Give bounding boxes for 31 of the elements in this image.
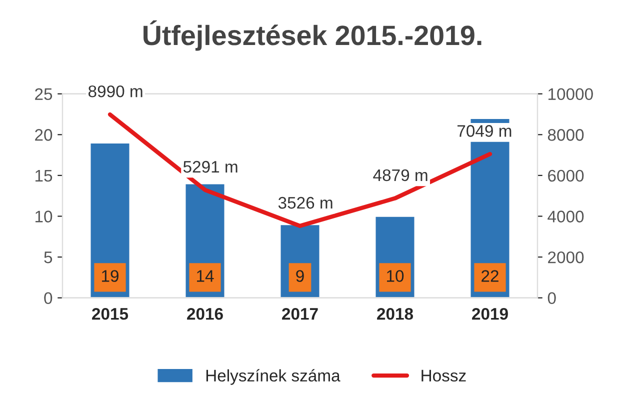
y-tick-label: 25 bbox=[35, 88, 52, 100]
y2-tick-label: 6000 bbox=[548, 170, 584, 182]
data-label: 22 bbox=[482, 270, 498, 282]
y-tick-label: 20 bbox=[35, 129, 52, 141]
data-label: 19 bbox=[102, 270, 118, 282]
x-tick-label: 2015 bbox=[92, 308, 128, 320]
legend-label: Hossz bbox=[422, 370, 466, 382]
data-label: 3526 m bbox=[278, 196, 332, 209]
data-label: 9 bbox=[296, 270, 304, 282]
y2-tick-label: 10000 bbox=[548, 88, 593, 100]
data-label: 10 bbox=[387, 270, 404, 282]
y2-tick-label: 0 bbox=[548, 292, 556, 304]
chart-title: Útfejlesztések 2015.-2019. bbox=[144, 20, 482, 51]
data-label: 14 bbox=[197, 270, 214, 282]
x-tick-label: 2019 bbox=[472, 308, 508, 320]
y-tick-label: 10 bbox=[36, 210, 52, 222]
y2-tick-label: 4000 bbox=[548, 210, 584, 222]
data-label: 7049 m bbox=[458, 125, 512, 137]
data-label: 4879 m bbox=[373, 169, 428, 182]
x-tick-label: 2016 bbox=[187, 308, 223, 320]
y-tick-label: 5 bbox=[44, 252, 52, 264]
legend-label: Helyszínek száma bbox=[206, 369, 340, 385]
y-tick-label: 0 bbox=[44, 292, 52, 304]
y2-tick-label: 2000 bbox=[548, 251, 584, 264]
line-series bbox=[108, 112, 492, 228]
data-label: 8990 m bbox=[88, 85, 142, 98]
x-tick-label: 2018 bbox=[377, 308, 414, 320]
y2-tick-label: 8000 bbox=[548, 129, 584, 141]
data-label: 5291 m bbox=[183, 160, 238, 173]
x-tick-label: 2017 bbox=[282, 308, 318, 320]
y-tick-label: 15 bbox=[36, 170, 52, 182]
